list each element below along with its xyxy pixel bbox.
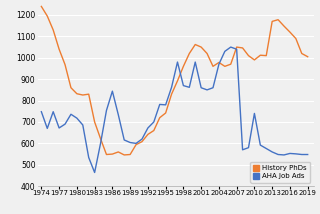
AHA Job Ads xyxy=(193,61,197,63)
History PhDs xyxy=(93,121,97,123)
AHA Job Ads xyxy=(158,103,162,106)
History PhDs xyxy=(223,65,227,68)
History PhDs xyxy=(181,65,185,68)
History PhDs xyxy=(110,153,114,155)
History PhDs xyxy=(300,52,304,55)
AHA Job Ads xyxy=(205,89,209,91)
History PhDs xyxy=(152,129,156,132)
AHA Job Ads xyxy=(199,86,203,89)
History PhDs xyxy=(217,61,221,64)
AHA Job Ads xyxy=(39,110,43,113)
History PhDs xyxy=(188,52,191,55)
History PhDs xyxy=(211,65,215,68)
History PhDs xyxy=(235,46,239,48)
AHA Job Ads xyxy=(217,63,221,65)
History PhDs xyxy=(241,47,244,49)
History PhDs xyxy=(51,29,55,31)
AHA Job Ads xyxy=(93,171,97,174)
History PhDs xyxy=(199,46,203,48)
History PhDs xyxy=(170,93,173,95)
AHA Job Ads xyxy=(87,156,91,159)
AHA Job Ads xyxy=(181,84,185,87)
History PhDs xyxy=(193,43,197,46)
AHA Job Ads xyxy=(164,104,168,106)
AHA Job Ads xyxy=(306,153,310,156)
History PhDs xyxy=(164,112,168,114)
History PhDs xyxy=(99,137,102,140)
History PhDs xyxy=(294,37,298,40)
AHA Job Ads xyxy=(110,90,114,92)
History PhDs xyxy=(288,31,292,33)
History PhDs xyxy=(276,18,280,21)
AHA Job Ads xyxy=(223,50,227,53)
AHA Job Ads xyxy=(51,110,55,113)
AHA Job Ads xyxy=(259,144,262,146)
AHA Job Ads xyxy=(300,153,304,156)
History PhDs xyxy=(247,54,251,57)
AHA Job Ads xyxy=(152,121,156,123)
AHA Job Ads xyxy=(105,109,108,112)
AHA Job Ads xyxy=(69,113,73,116)
AHA Job Ads xyxy=(252,112,256,115)
History PhDs xyxy=(205,52,209,55)
History PhDs xyxy=(63,63,67,66)
AHA Job Ads xyxy=(122,139,126,141)
AHA Job Ads xyxy=(247,146,251,149)
AHA Job Ads xyxy=(134,142,138,145)
History PhDs xyxy=(134,143,138,146)
AHA Job Ads xyxy=(128,141,132,144)
AHA Job Ads xyxy=(276,153,280,156)
History PhDs xyxy=(282,25,286,27)
AHA Job Ads xyxy=(294,153,298,155)
History PhDs xyxy=(39,5,43,8)
AHA Job Ads xyxy=(235,48,239,51)
History PhDs xyxy=(306,55,310,58)
AHA Job Ads xyxy=(282,154,286,156)
Legend: History PhDs, AHA Job Ads: History PhDs, AHA Job Ads xyxy=(250,162,310,183)
History PhDs xyxy=(57,48,61,51)
AHA Job Ads xyxy=(270,151,274,153)
History PhDs xyxy=(176,80,180,82)
AHA Job Ads xyxy=(288,152,292,155)
History PhDs xyxy=(259,54,262,56)
AHA Job Ads xyxy=(45,127,49,130)
History PhDs xyxy=(105,153,108,156)
AHA Job Ads xyxy=(264,147,268,150)
AHA Job Ads xyxy=(63,123,67,125)
History PhDs xyxy=(45,15,49,17)
AHA Job Ads xyxy=(229,46,233,48)
AHA Job Ads xyxy=(75,117,79,119)
Line: AHA Job Ads: AHA Job Ads xyxy=(41,47,308,172)
AHA Job Ads xyxy=(116,113,120,116)
AHA Job Ads xyxy=(81,124,85,126)
AHA Job Ads xyxy=(170,86,173,89)
AHA Job Ads xyxy=(99,142,102,145)
AHA Job Ads xyxy=(241,149,244,151)
History PhDs xyxy=(140,140,144,143)
History PhDs xyxy=(75,92,79,95)
History PhDs xyxy=(146,133,150,136)
History PhDs xyxy=(69,86,73,89)
AHA Job Ads xyxy=(140,138,144,140)
History PhDs xyxy=(229,63,233,65)
History PhDs xyxy=(87,93,91,95)
AHA Job Ads xyxy=(188,86,191,89)
AHA Job Ads xyxy=(146,127,150,129)
History PhDs xyxy=(122,154,126,156)
History PhDs xyxy=(252,59,256,61)
History PhDs xyxy=(116,151,120,153)
AHA Job Ads xyxy=(211,86,215,89)
History PhDs xyxy=(264,54,268,57)
AHA Job Ads xyxy=(176,61,180,63)
History PhDs xyxy=(128,153,132,156)
History PhDs xyxy=(270,20,274,23)
AHA Job Ads xyxy=(57,127,61,129)
History PhDs xyxy=(81,94,85,96)
History PhDs xyxy=(158,116,162,119)
Line: History PhDs: History PhDs xyxy=(41,6,308,155)
